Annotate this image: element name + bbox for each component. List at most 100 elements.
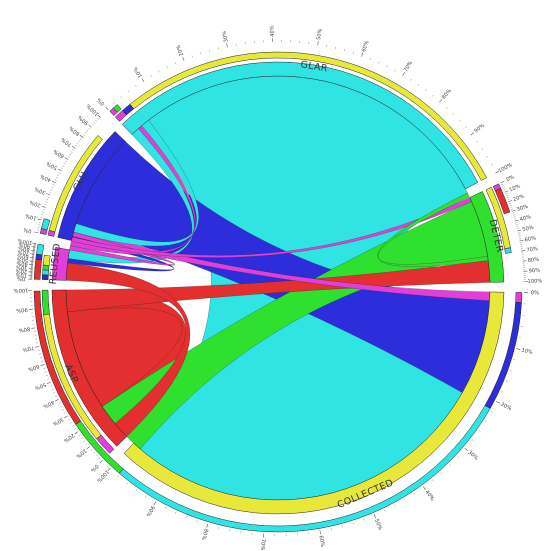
tick-glu — [46, 199, 49, 201]
ribbons-layer — [65, 75, 491, 501]
segment-label-glar: GLAR — [300, 59, 329, 74]
tick-glar — [166, 66, 168, 69]
tick-collected — [440, 472, 443, 474]
tick-glu — [88, 124, 92, 128]
tick-label-reused: 0% — [17, 275, 26, 281]
arc-glu[interactable] — [57, 131, 126, 241]
tick-glu — [79, 138, 82, 140]
tick-glu — [71, 145, 76, 149]
tick-asp — [47, 378, 50, 380]
tick-glu — [72, 149, 75, 151]
tick-glu — [37, 218, 42, 221]
tick-label-reused: 40% — [16, 260, 28, 267]
tick-deter — [508, 200, 513, 203]
tick-glar — [417, 83, 420, 86]
tick-label-deter: 70% — [526, 246, 538, 254]
tick-asp — [50, 385, 53, 387]
tick-collected — [394, 504, 396, 507]
tick-collected — [164, 506, 167, 509]
tick-asp — [55, 395, 58, 397]
tick-glu — [46, 193, 51, 196]
tick-label-deter: 50% — [522, 225, 535, 234]
tick-label-reused: 70% — [17, 249, 29, 257]
tick-glar — [495, 170, 500, 174]
tick-deter — [506, 195, 509, 197]
tick-glu — [38, 221, 41, 223]
tick-label-glar: 0% — [96, 96, 106, 106]
tick-glu — [57, 168, 62, 172]
tick-label-glu: 0% — [23, 226, 32, 234]
tick-glu — [45, 201, 48, 203]
arc-collected[interactable] — [123, 291, 505, 515]
tick-glar — [425, 89, 427, 92]
tick-deter — [500, 180, 505, 184]
tick-glu — [56, 177, 58, 179]
tick-asp — [46, 374, 49, 377]
tick-reused — [30, 249, 35, 252]
tick-collected — [478, 430, 481, 432]
tick-deter — [509, 202, 512, 204]
tick-glu — [97, 114, 101, 118]
band-out-reused-collected — [42, 254, 51, 266]
tick-asp — [93, 451, 95, 454]
tick-label-reused: 60% — [17, 252, 29, 259]
tick-label-collected: 20% — [499, 402, 512, 413]
tick-reused — [32, 242, 37, 245]
tick-asp — [64, 415, 68, 419]
tick-asp — [98, 457, 100, 460]
tick-collected — [509, 370, 512, 372]
tick-label-glar: 40% — [270, 25, 276, 37]
tick-collected — [501, 391, 504, 393]
tick-asp — [53, 392, 56, 394]
arc-reused[interactable] — [51, 247, 70, 281]
tick-glu — [78, 140, 81, 143]
tick-label-asp: 30% — [52, 416, 65, 427]
tick-label-asp: 70% — [22, 344, 35, 353]
tick-glu — [61, 167, 63, 169]
tick-deter — [504, 190, 509, 193]
tick-collected — [185, 516, 187, 519]
tick-glar — [439, 99, 443, 103]
tick-deter — [511, 208, 514, 210]
tick-asp — [60, 405, 63, 408]
tick-glar — [113, 102, 116, 104]
tick-collected — [206, 523, 209, 528]
tick-glar — [464, 126, 467, 129]
tick-asp — [35, 346, 40, 348]
tick-asp — [43, 367, 46, 369]
tick-label-asp: 10% — [75, 447, 88, 459]
tick-glu — [38, 224, 41, 226]
tick-collected — [135, 489, 137, 492]
tick-glu — [42, 209, 45, 211]
tick-asp — [39, 357, 42, 358]
tick-asp — [38, 353, 41, 355]
tick-glar — [135, 85, 137, 87]
arc-asp[interactable] — [51, 289, 128, 447]
tick-asp — [81, 437, 83, 439]
tick-deter — [517, 229, 522, 232]
tick-glu — [93, 121, 96, 124]
tick-deter — [509, 204, 512, 206]
band-in-deter-asp — [494, 188, 511, 215]
tick-asp — [95, 454, 98, 457]
tick-label-deter: 0% — [506, 174, 516, 183]
arc-deter[interactable] — [469, 191, 505, 283]
tick-label-collected: 10% — [521, 347, 534, 356]
tick-collected — [117, 475, 120, 478]
tick-label-asp: 20% — [62, 432, 75, 444]
tick-label-reused: 80% — [18, 245, 30, 253]
tick-label-glar: 60% — [361, 40, 371, 53]
tick-glar — [481, 148, 484, 150]
tick-glu — [70, 151, 73, 153]
tick-deter — [514, 218, 517, 220]
tick-asp — [62, 409, 65, 411]
tick-label-collected: 100% — [95, 468, 110, 483]
tick-label-asp: 90% — [16, 306, 28, 313]
tick-glar — [317, 41, 319, 46]
tick-label-deter: 90% — [528, 268, 540, 275]
tick-glu — [75, 144, 78, 147]
tick-label-glar: 30% — [222, 30, 230, 43]
tick-label-reused: 50% — [16, 256, 28, 263]
tick-glar — [458, 119, 461, 122]
arc-glar[interactable] — [121, 61, 479, 190]
